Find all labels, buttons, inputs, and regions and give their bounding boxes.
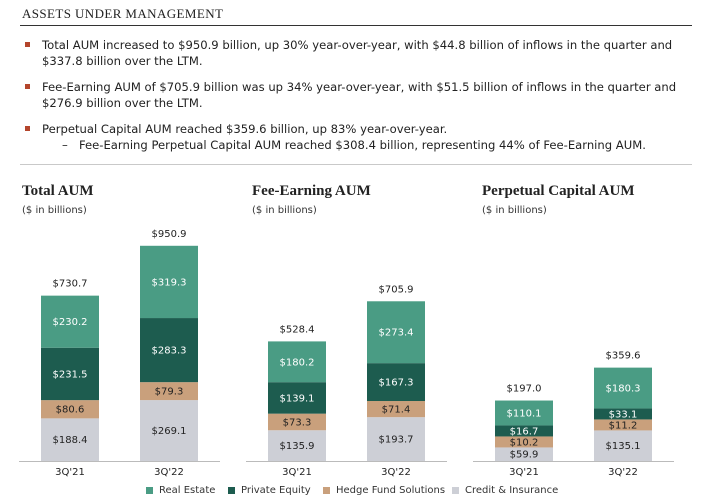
bullet-marker-icon — [25, 42, 30, 47]
bar-segment-private-equity — [268, 382, 326, 414]
sub-bullet-item: – Fee-Earning Perpetual Capital AUM reac… — [42, 138, 682, 154]
legend-item-real-estate: Real Estate — [146, 485, 215, 496]
data-label: $193.7 — [379, 435, 414, 446]
data-label: $11.2 — [609, 420, 638, 431]
chart-legend: Real Estate Private Equity Hedge Fund So… — [0, 485, 704, 497]
category-label: 3Q'22 — [608, 467, 638, 478]
bullet-marker-icon — [25, 84, 30, 89]
bar-segment-real-estate — [268, 341, 326, 383]
dash-icon: – — [62, 137, 68, 152]
bar-segment-real-estate — [594, 367, 652, 409]
legend-label: Hedge Fund Solutions — [336, 485, 446, 496]
data-label: $10.2 — [510, 437, 539, 448]
total-label: $730.7 — [53, 279, 88, 290]
bar-segment-real-estate — [495, 400, 553, 426]
bar-segment-private-equity — [495, 425, 553, 437]
data-label: $73.3 — [283, 417, 312, 428]
legend-item-hedge-fund-solutions: Hedge Fund Solutions — [323, 485, 445, 496]
legend-swatch-hedge-fund-solutions — [323, 487, 330, 494]
chart-subtitle-fee-earning-aum: ($ in billions) — [252, 205, 317, 216]
legend-item-private-equity: Private Equity — [228, 485, 311, 496]
legend-swatch-real-estate — [146, 487, 153, 494]
data-label: $269.1 — [152, 426, 187, 437]
bar-segment-credit-insurance — [367, 417, 425, 461]
bullet-text: Total AUM increased to $950.9 billion, u… — [42, 38, 673, 68]
bullet-text: Perpetual Capital AUM reached $359.6 bil… — [42, 122, 448, 136]
total-label: $705.9 — [379, 284, 414, 295]
total-label: $359.6 — [606, 351, 641, 362]
bar-segment-credit-insurance — [594, 430, 652, 461]
chart-title-total-aum: Total AUM — [22, 183, 94, 199]
bar-segment-real-estate — [41, 295, 99, 348]
legend-swatch-credit-insurance — [452, 487, 459, 494]
bar-segment-hedge-fund-solutions — [367, 401, 425, 418]
data-label: $110.1 — [507, 408, 542, 419]
category-label: 3Q'22 — [381, 467, 411, 478]
section-divider — [20, 164, 692, 165]
bar-segment-hedge-fund-solutions — [268, 413, 326, 431]
legend-label: Private Equity — [241, 485, 311, 496]
bar-segment-hedge-fund-solutions — [594, 419, 652, 431]
data-label: $167.3 — [379, 378, 414, 389]
header-divider — [20, 25, 692, 26]
bar-segment-credit-insurance — [140, 400, 198, 461]
total-label: $950.9 — [152, 229, 187, 240]
bullet-list: Total AUM increased to $950.9 billion, u… — [22, 38, 682, 164]
data-label: $283.3 — [152, 346, 187, 357]
data-label: $180.2 — [280, 357, 315, 368]
legend-label: Real Estate — [159, 485, 216, 496]
data-label: $16.7 — [510, 426, 539, 437]
data-label: $180.3 — [606, 384, 641, 395]
data-label: $33.1 — [609, 409, 638, 420]
bar-segment-hedge-fund-solutions — [140, 382, 198, 401]
bullet-marker-icon — [25, 126, 30, 131]
bar-segment-real-estate — [140, 245, 198, 319]
data-label: $71.4 — [382, 405, 411, 416]
data-label: $59.9 — [510, 450, 539, 461]
category-label: 3Q'21 — [55, 467, 85, 478]
data-label: $135.1 — [606, 441, 641, 452]
data-label: $188.4 — [53, 435, 88, 446]
chart-subtitle-total-aum: ($ in billions) — [22, 205, 87, 216]
bar-segment-hedge-fund-solutions — [495, 436, 553, 448]
sub-bullet-text: Fee-Earning Perpetual Capital AUM reache… — [79, 137, 646, 152]
chart-title-fee-earning-aum: Fee-Earning AUM — [252, 183, 371, 199]
bar-segment-credit-insurance — [41, 418, 99, 461]
bar-segment-private-equity — [594, 408, 652, 420]
bar-segment-private-equity — [140, 318, 198, 383]
bullet-text: Fee-Earning AUM of $705.9 billion was up… — [42, 80, 677, 110]
data-label: $80.6 — [56, 405, 85, 416]
data-label: $231.5 — [53, 369, 88, 380]
legend-label: Credit & Insurance — [465, 485, 559, 496]
legend-item-credit-insurance: Credit & Insurance — [452, 485, 558, 496]
total-label: $528.4 — [280, 324, 315, 335]
data-label: $273.4 — [379, 328, 414, 339]
bullet-item-fee-earning-aum: Fee-Earning AUM of $705.9 billion was up… — [22, 80, 682, 111]
data-label: $79.3 — [155, 387, 184, 398]
bar-segment-credit-insurance — [268, 430, 326, 461]
bullet-item-total-aum: Total AUM increased to $950.9 billion, u… — [22, 38, 682, 69]
chart-title-perpetual-capital-aum: Perpetual Capital AUM — [482, 183, 635, 199]
data-label: $139.1 — [280, 393, 315, 404]
bar-segment-hedge-fund-solutions — [41, 400, 99, 419]
category-label: 3Q'22 — [154, 467, 184, 478]
legend-swatch-private-equity — [228, 487, 235, 494]
bullet-item-perpetual-capital: Perpetual Capital AUM reached $359.6 bil… — [22, 122, 682, 153]
category-label: 3Q'21 — [282, 467, 312, 478]
category-label: 3Q'21 — [509, 467, 539, 478]
page-title: ASSETS UNDER MANAGEMENT — [22, 6, 224, 21]
data-label: $319.3 — [152, 277, 187, 288]
total-label: $197.0 — [507, 384, 542, 395]
data-label: $135.9 — [280, 441, 315, 452]
bar-segment-private-equity — [367, 363, 425, 402]
data-label: $230.2 — [53, 317, 88, 328]
chart-subtitle-perpetual-capital-aum: ($ in billions) — [482, 205, 547, 216]
bar-segment-credit-insurance — [495, 447, 553, 461]
bar-segment-real-estate — [367, 301, 425, 364]
bar-segment-private-equity — [41, 347, 99, 401]
